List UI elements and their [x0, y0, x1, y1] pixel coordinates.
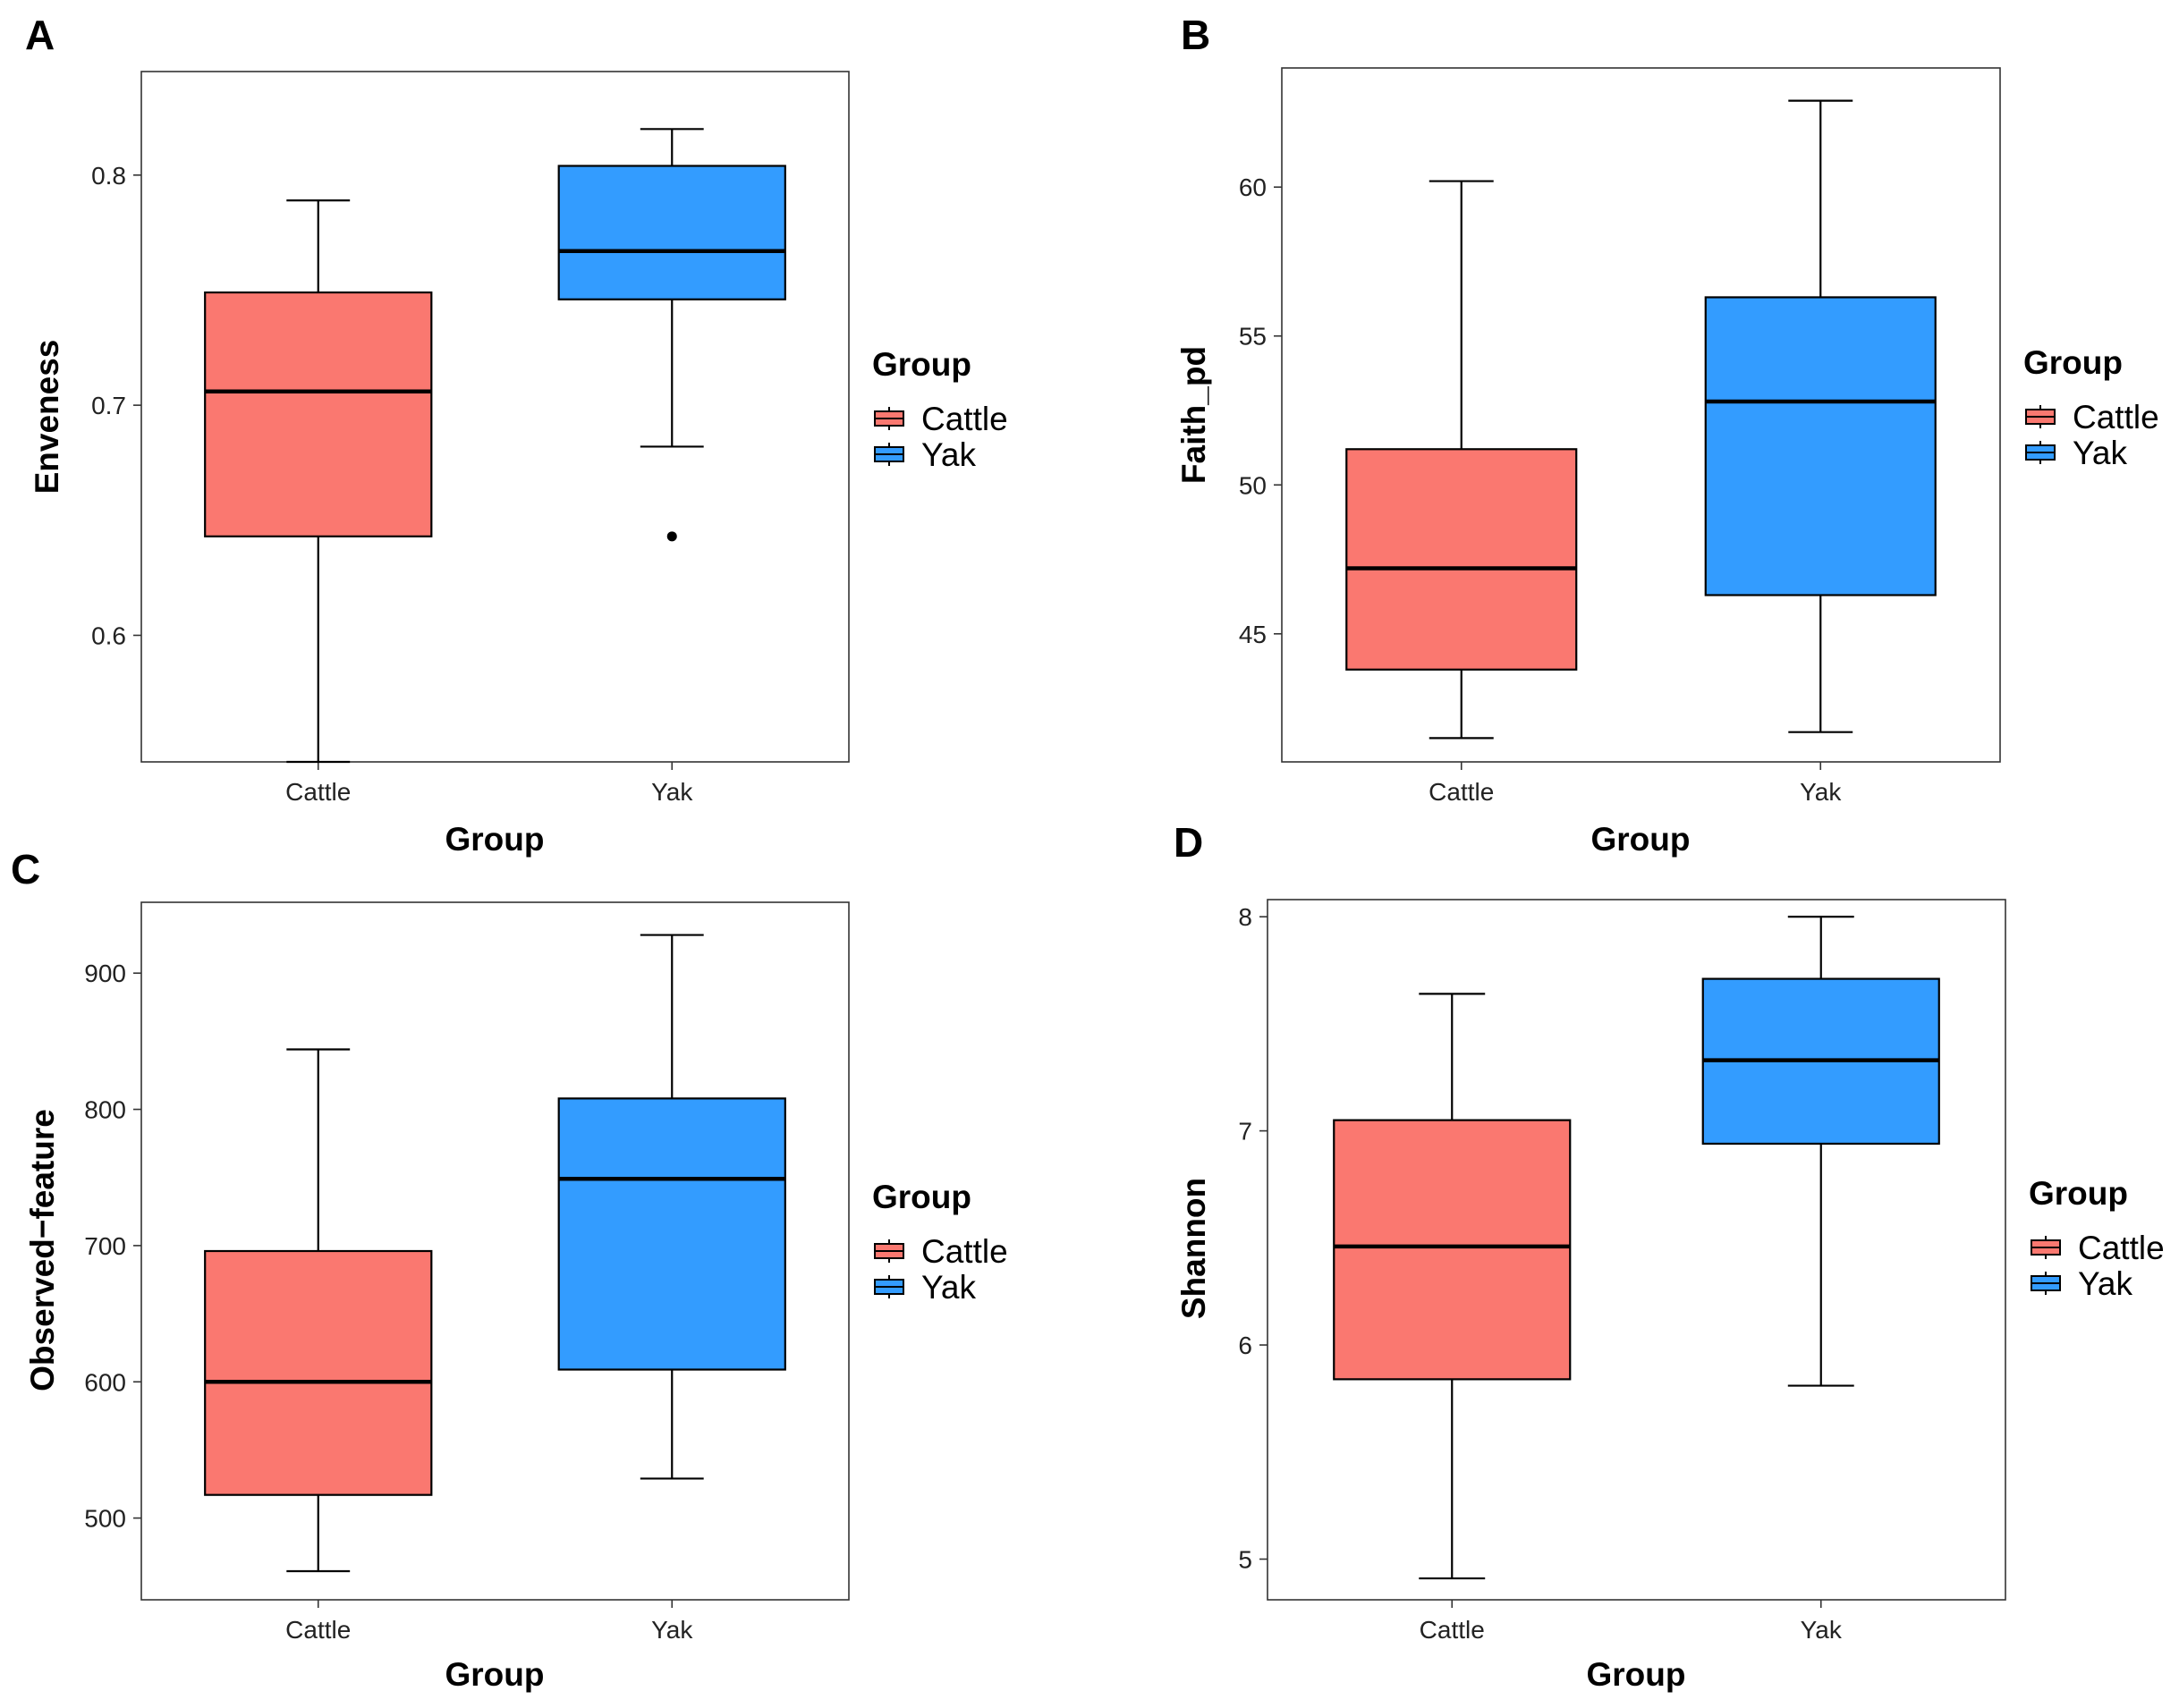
box-iqr [1704, 296, 1937, 596]
y-tick-label: 8 [1238, 903, 1252, 931]
y-tick-label: 900 [84, 960, 126, 987]
y-tick-label: 700 [84, 1232, 126, 1260]
y-axis-title: Shannon [1175, 1178, 1212, 1319]
x-tick-label: Cattle [1420, 1616, 1485, 1644]
y-axis-title: Observed−feature [24, 1109, 61, 1391]
y-tick-label: 0.8 [91, 162, 126, 190]
y-tick-label: 55 [1239, 323, 1267, 351]
panel-label: C [11, 846, 40, 892]
panel-label: A [25, 12, 55, 58]
x-tick-label: Yak [1801, 1616, 1843, 1644]
x-axis-title: Group [445, 821, 545, 858]
y-tick-label: 45 [1239, 621, 1267, 648]
x-tick-label: Yak [651, 778, 693, 806]
plot-frame [1267, 899, 2006, 1601]
y-tick-label: 7 [1238, 1118, 1252, 1146]
legend-entry-label: Yak [921, 1269, 977, 1306]
x-tick-label: Yak [1800, 778, 1842, 806]
legend-entry-label: Cattle [921, 1233, 1008, 1270]
box-cattle [204, 199, 433, 764]
box-iqr [557, 165, 786, 300]
box-yak [1701, 916, 1940, 1387]
x-axis-title: Group [1591, 821, 1691, 858]
y-tick-label: 0.7 [91, 392, 126, 419]
box-iqr [1333, 1119, 1572, 1381]
box-iqr [1345, 448, 1578, 671]
legend-entry-label: Cattle [2073, 399, 2159, 435]
box-yak [1704, 99, 1937, 733]
legend-entry-label: Yak [2078, 1265, 2133, 1302]
legend-title: Group [872, 346, 971, 383]
y-tick-label: 6 [1238, 1332, 1252, 1359]
x-tick-label: Cattle [1429, 778, 1494, 806]
legend-entry-label: Yak [921, 436, 977, 473]
box-cattle [1345, 180, 1578, 740]
x-tick-label: Cattle [285, 1616, 351, 1644]
y-axis-title: Enveness [29, 340, 65, 495]
panel-label: D [1174, 819, 1203, 866]
box-iqr [204, 1249, 433, 1496]
box-cattle [204, 1048, 433, 1573]
legend-entry-label: Cattle [921, 401, 1008, 437]
y-tick-label: 800 [84, 1096, 126, 1124]
y-axis-title: Faith_pd [1175, 346, 1212, 484]
legend-title: Group [2023, 344, 2123, 381]
box-cattle [1333, 993, 1572, 1580]
x-axis-title: Group [445, 1656, 545, 1693]
legend-title: Group [2029, 1175, 2128, 1212]
legend-entry-label: Yak [2073, 435, 2128, 471]
y-tick-label: 5 [1238, 1546, 1252, 1574]
y-tick-label: 50 [1239, 471, 1267, 499]
box-yak [557, 934, 786, 1480]
plot-frame [140, 901, 850, 1601]
legend-entry-label: Cattle [2078, 1230, 2165, 1266]
plot-frame [140, 71, 850, 763]
box-yak [557, 128, 786, 542]
x-tick-label: Yak [651, 1616, 693, 1644]
y-tick-label: 600 [84, 1368, 126, 1396]
y-tick-label: 0.6 [91, 621, 126, 649]
box-iqr [557, 1097, 786, 1371]
outlier-point [666, 531, 677, 542]
x-axis-title: Group [1587, 1656, 1686, 1693]
box-iqr [204, 291, 433, 537]
y-tick-label: 500 [84, 1505, 126, 1533]
legend-title: Group [872, 1179, 971, 1215]
y-tick-label: 60 [1239, 173, 1267, 201]
x-tick-label: Cattle [285, 778, 351, 806]
panel-label: B [1181, 12, 1210, 58]
plot-frame [1281, 67, 2001, 763]
